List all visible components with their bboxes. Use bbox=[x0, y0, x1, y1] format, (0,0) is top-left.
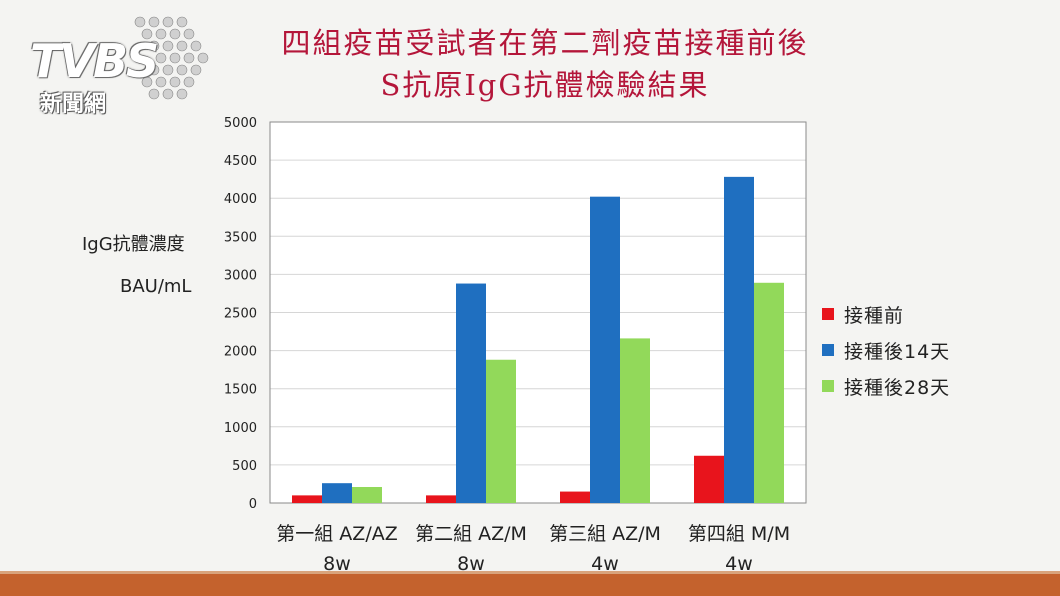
y-tick-label: 2500 bbox=[224, 307, 257, 322]
logo-subtext: 新聞網 bbox=[40, 92, 107, 117]
legend: 接種前 接種後14天 接種後28天 bbox=[822, 296, 950, 404]
y-axis-label: IgG抗體濃度 bbox=[82, 234, 185, 255]
bar bbox=[456, 283, 486, 503]
logo-text: TVBS bbox=[30, 34, 159, 88]
y-tick-label: 500 bbox=[232, 459, 257, 474]
x-tick-label: 第三組 AZ/M bbox=[549, 523, 661, 545]
bar bbox=[292, 495, 322, 503]
bar bbox=[620, 338, 650, 503]
legend-swatch-before bbox=[822, 308, 834, 320]
x-tick-label-sub: 8w bbox=[323, 553, 351, 575]
x-tick-label: 第二組 AZ/M bbox=[415, 523, 527, 545]
x-tick-label-sub: 8w bbox=[457, 553, 485, 575]
bar bbox=[426, 495, 456, 503]
bar bbox=[560, 491, 590, 503]
plot-border bbox=[269, 121, 807, 504]
y-tick-label: 5000 bbox=[224, 116, 257, 131]
legend-label: 接種前 bbox=[844, 304, 905, 327]
legend-swatch-14days bbox=[822, 344, 834, 356]
x-tick-label: 第四組 M/M bbox=[688, 523, 790, 545]
bar bbox=[590, 196, 620, 503]
legend-item: 接種後28天 bbox=[822, 368, 950, 404]
legend-label: 接種後14天 bbox=[844, 340, 951, 363]
bar bbox=[322, 483, 352, 503]
x-tick-label-sub: 4w bbox=[725, 553, 753, 575]
legend-swatch-28days bbox=[822, 380, 834, 392]
bar bbox=[694, 455, 724, 503]
y-tick-label: 4000 bbox=[224, 192, 257, 207]
chart-title-line-2: S抗原IgG抗體檢驗結果 bbox=[380, 68, 710, 102]
y-tick-label: 1000 bbox=[224, 421, 257, 436]
x-tick-label: 第一組 AZ/AZ bbox=[276, 523, 397, 545]
y-tick-label: 4500 bbox=[224, 154, 257, 169]
bar bbox=[352, 486, 382, 503]
bar bbox=[486, 359, 516, 503]
y-tick-label: 0 bbox=[249, 497, 257, 512]
footer-bar bbox=[0, 571, 1060, 596]
bar bbox=[754, 282, 784, 503]
legend-label: 接種後28天 bbox=[844, 376, 951, 399]
tvbs-logo: TVBS 新聞網 bbox=[26, 14, 216, 118]
y-tick-label: 1500 bbox=[224, 383, 257, 398]
y-tick-label: 3000 bbox=[224, 268, 257, 283]
logo-dots-icon bbox=[134, 16, 209, 100]
y-tick-label: 2000 bbox=[224, 345, 257, 360]
chart-title-line-1: 四組疫苗受試者在第二劑疫苗接種前後 bbox=[281, 26, 809, 60]
x-tick-label-sub: 4w bbox=[591, 553, 619, 575]
y-axis-unit: BAU/mL bbox=[120, 276, 192, 297]
bar bbox=[724, 176, 754, 503]
y-tick-label: 3500 bbox=[224, 230, 257, 245]
legend-item: 接種後14天 bbox=[822, 332, 950, 368]
legend-item: 接種前 bbox=[822, 296, 950, 332]
